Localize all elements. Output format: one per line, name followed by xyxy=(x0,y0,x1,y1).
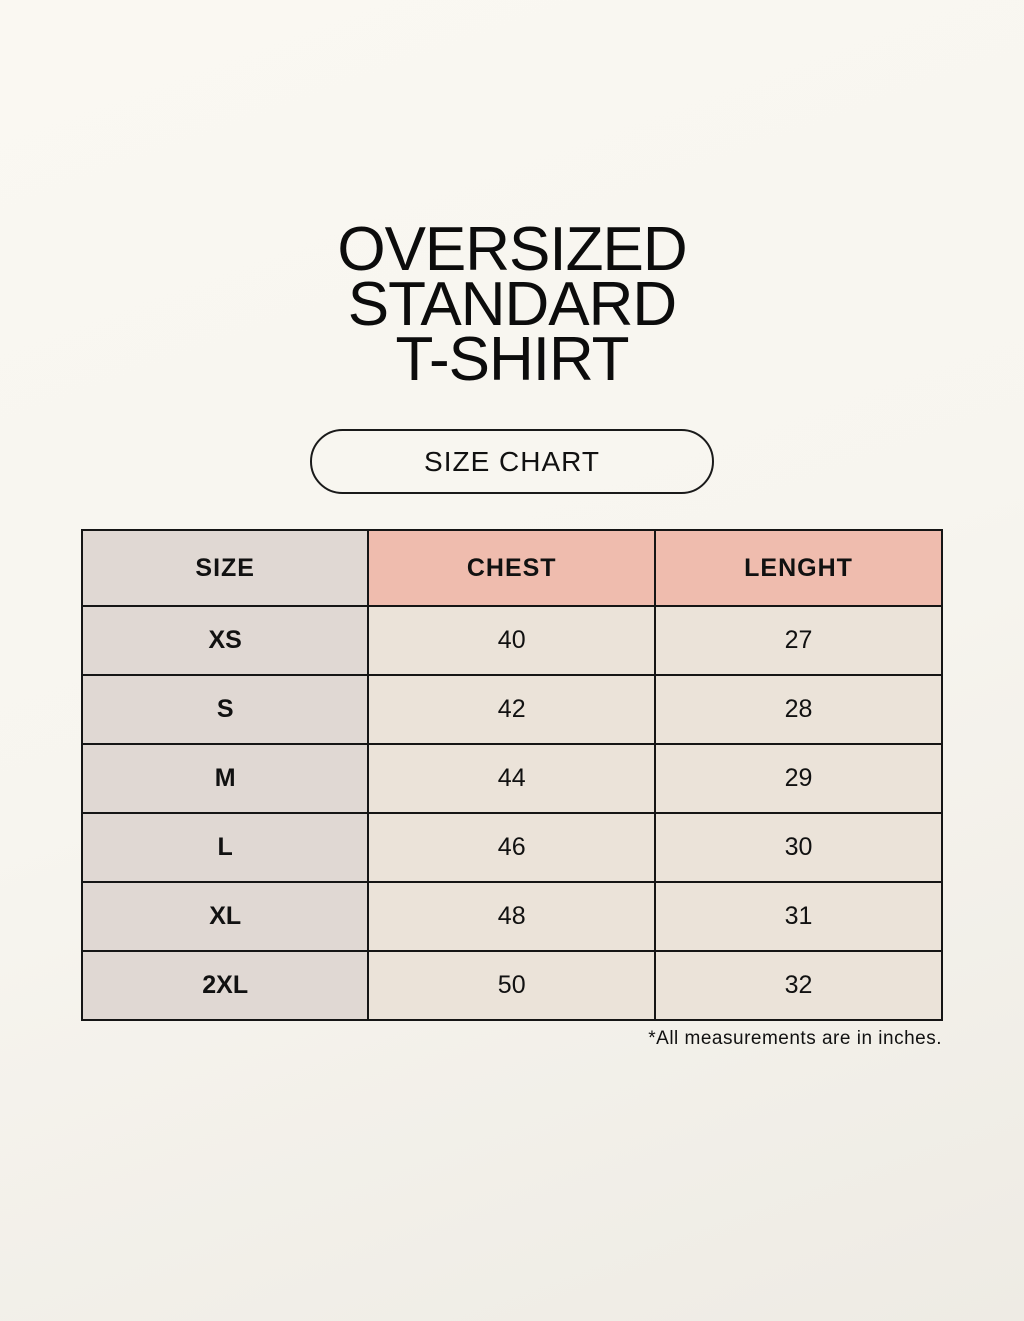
length-cell: 30 xyxy=(654,812,943,883)
chest-cell: 48 xyxy=(367,881,657,952)
table-row: M 44 29 xyxy=(80,743,943,814)
table-header-row: SIZE CHEST LENGHT xyxy=(80,529,943,607)
length-cell: 31 xyxy=(654,881,943,952)
size-cell: XS xyxy=(80,605,370,676)
measurement-note: *All measurements are in inches. xyxy=(648,1028,942,1049)
title-line: T-SHIRT xyxy=(395,325,630,394)
size-cell: L xyxy=(80,812,370,883)
chest-cell: 42 xyxy=(367,674,657,745)
size-cell: XL xyxy=(80,881,370,952)
table-row: 2XL 50 32 xyxy=(80,950,943,1021)
header-chest: CHEST xyxy=(367,529,657,607)
title-line: STANDARD xyxy=(347,270,677,339)
chest-cell: 44 xyxy=(367,743,657,814)
size-table: SIZE CHEST LENGHT XS 40 27 S 42 28 M 44 29 L 46 30 X… xyxy=(80,529,943,1021)
length-cell: 29 xyxy=(654,743,943,814)
size-cell: S xyxy=(80,674,370,745)
length-cell: 27 xyxy=(654,605,943,676)
table-row: XS 40 27 xyxy=(80,605,943,676)
table-row: S 42 28 xyxy=(80,674,943,745)
chest-cell: 40 xyxy=(367,605,657,676)
page-title: OVERSIZED STANDARD T-SHIRT xyxy=(0,215,1024,394)
size-cell: M xyxy=(80,743,370,814)
table-row: XL 48 31 xyxy=(80,881,943,952)
chest-cell: 46 xyxy=(367,812,657,883)
size-cell: 2XL xyxy=(80,950,370,1021)
title-line: OVERSIZED xyxy=(337,215,687,284)
table-row: L 46 30 xyxy=(80,812,943,883)
size-chart-badge: SIZE CHART xyxy=(310,429,714,494)
header-length: LENGHT xyxy=(654,529,943,607)
length-cell: 28 xyxy=(654,674,943,745)
chest-cell: 50 xyxy=(367,950,657,1021)
length-cell: 32 xyxy=(654,950,943,1021)
header-size: SIZE xyxy=(80,529,370,607)
